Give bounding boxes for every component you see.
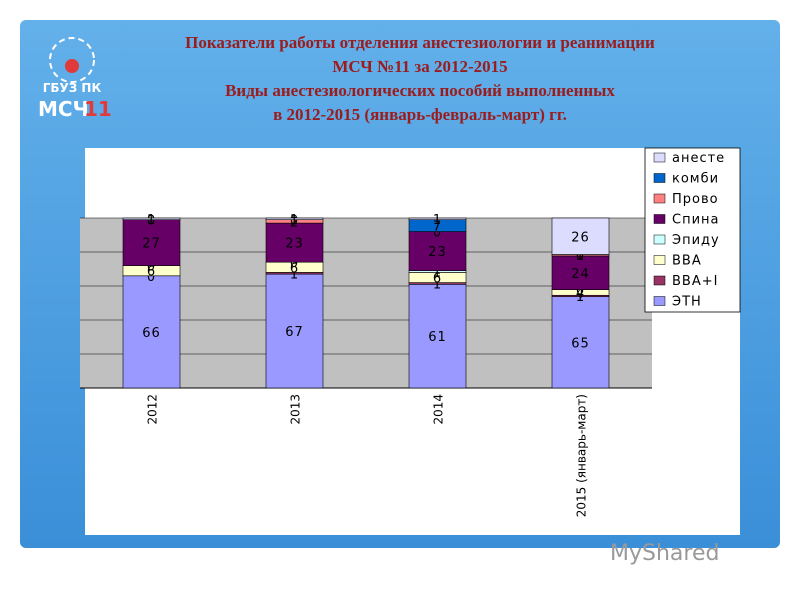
legend-label: ВВА	[672, 254, 702, 269]
legend: ЭТН ВВА+I ВВА Эпиду Спина Прово комби анесте	[653, 151, 725, 310]
bar-segment	[265, 222, 324, 263]
x-tick-label: 2012	[146, 394, 160, 425]
bar-segment	[551, 296, 610, 389]
legend-label: ЭТН	[672, 295, 702, 310]
data-label: 6	[147, 265, 156, 280]
x-tick-label: 2013	[289, 394, 303, 425]
bar-segment	[408, 217, 467, 220]
legend-swatch	[653, 193, 666, 204]
data-label: 6	[290, 261, 299, 276]
data-label: 7	[433, 220, 442, 235]
bar-segment	[551, 255, 610, 290]
data-label: 0	[147, 260, 156, 275]
bar-segment	[408, 231, 467, 272]
data-label: 0	[147, 270, 156, 285]
legend-swatch	[653, 296, 666, 306]
bar-segment	[122, 217, 181, 220]
data-label: 1	[147, 213, 156, 228]
legend-swatch	[653, 234, 666, 245]
bar-segment	[265, 217, 324, 220]
data-label: 1	[433, 277, 442, 292]
chart-title: Показатели работы отделения анестезиолог…	[185, 33, 655, 52]
data-label: 65	[571, 336, 590, 351]
bar-segment	[551, 217, 610, 255]
legend-swatch	[653, 255, 666, 265]
data-label: 24	[571, 267, 590, 282]
legend-label: ВВА+I	[672, 274, 718, 289]
data-label: 1	[290, 213, 299, 228]
logo-top: ГБУЗ ПК	[43, 81, 102, 95]
logo-ring	[49, 37, 95, 83]
logo-cross	[65, 59, 79, 73]
data-label: 1	[290, 267, 299, 282]
bar-segment	[265, 273, 324, 389]
x-tick-label: 2015 (январь-март)	[575, 394, 589, 517]
legend-label: анесте	[672, 151, 725, 166]
legend-label: комби	[672, 172, 719, 187]
legend-label: Эпиду	[672, 233, 720, 248]
data-label: 0	[576, 284, 585, 299]
data-label: 0	[147, 214, 156, 229]
data-label: 23	[285, 237, 304, 252]
chart-title: Виды анестезиологических пособий выполне…	[225, 81, 615, 100]
data-label: 1	[576, 249, 585, 264]
legend-label: Спина	[672, 213, 720, 228]
legend-swatch	[653, 214, 666, 224]
logo-number: 11	[84, 97, 112, 121]
chart-title: МСЧ №11 за 2012-2015	[332, 57, 507, 76]
x-tick-label: 2014	[432, 394, 446, 425]
data-label: 4	[576, 286, 585, 301]
legend-swatch	[653, 152, 666, 163]
data-label: 0	[433, 226, 442, 241]
data-label: 61	[428, 330, 447, 345]
bar-segment	[122, 219, 181, 266]
logo: ГБУЗ ПК МСЧ 11	[38, 37, 112, 121]
bar-segment	[408, 283, 467, 389]
chart-title: в 2012-2015 (январь-февраль-март) гг.	[273, 105, 567, 124]
data-label: 0	[290, 256, 299, 271]
data-label: 1	[433, 213, 442, 228]
data-label: 67	[285, 325, 304, 340]
data-label: 0	[147, 214, 156, 229]
data-label: 23	[428, 245, 447, 260]
data-label: 0	[290, 214, 299, 229]
legend-label: Прово	[672, 192, 719, 207]
legend-swatch	[653, 275, 666, 286]
logo-bottom: МСЧ	[38, 97, 89, 121]
legend-swatch	[653, 173, 666, 183]
data-label: 2	[290, 215, 299, 230]
data-label: 26	[571, 230, 590, 245]
data-label: 66	[142, 326, 161, 341]
data-label: 6	[433, 272, 442, 287]
data-label: 1	[576, 290, 585, 305]
data-label: 0	[576, 249, 585, 264]
data-label: 27	[142, 237, 161, 252]
data-label: 1	[433, 266, 442, 281]
watermark: MyShared	[610, 541, 719, 566]
